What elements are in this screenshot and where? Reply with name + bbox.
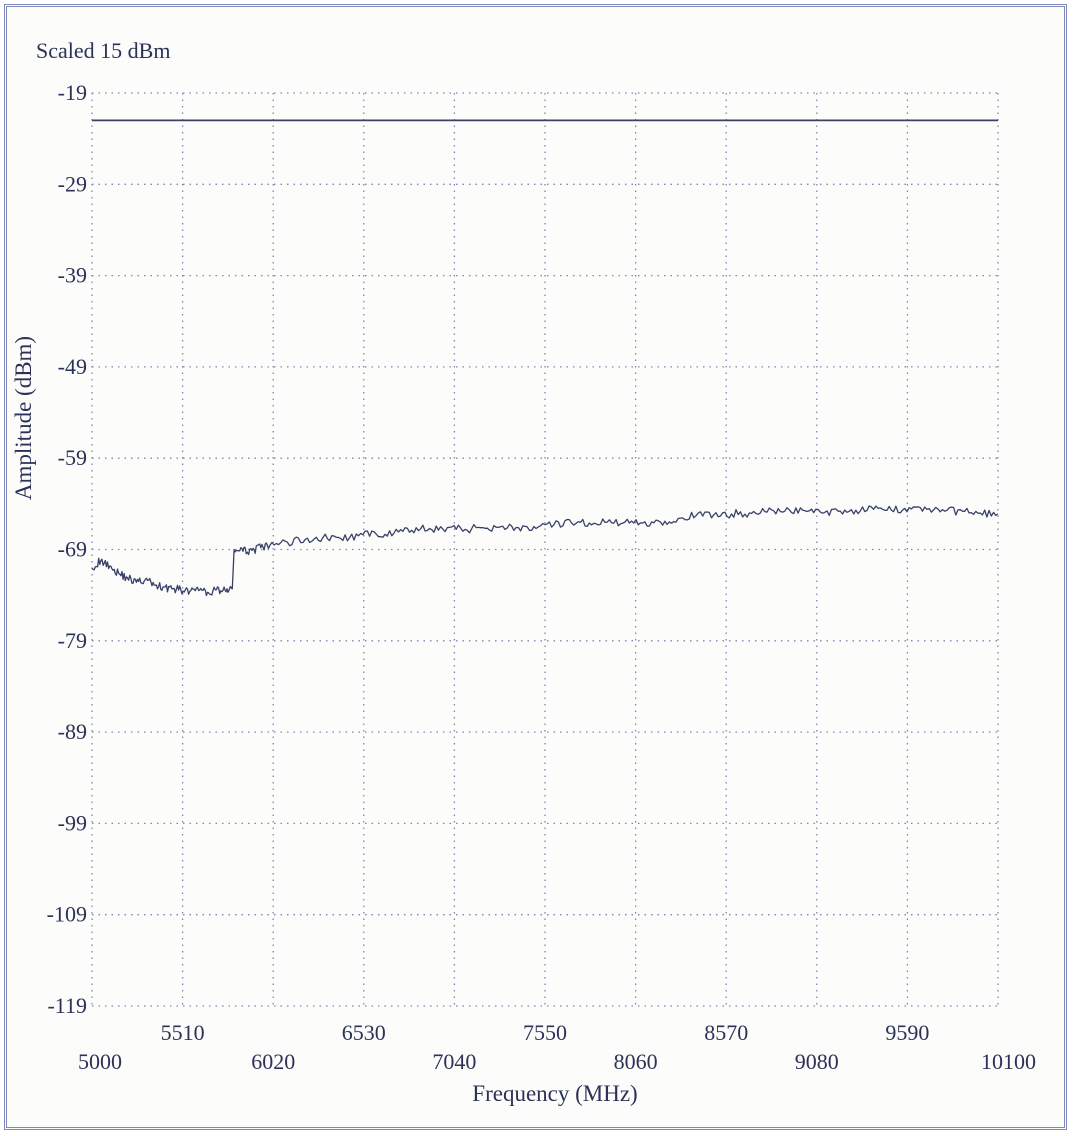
x-tick-label: 7550	[523, 1020, 567, 1045]
y-tick-label: -29	[58, 171, 87, 196]
x-tick-label: 8570	[704, 1020, 748, 1045]
spectrum-trace	[91, 505, 999, 597]
x-tick-label: 5000	[78, 1049, 122, 1074]
y-tick-label: -39	[58, 263, 87, 288]
x-tick-label: 10100	[981, 1049, 1036, 1074]
y-tick-label: -99	[58, 810, 87, 835]
series-lines	[91, 119, 999, 597]
x-tick-label: 8060	[614, 1049, 658, 1074]
chart-frame	[4, 4, 1067, 1130]
y-tick-label: -89	[58, 719, 87, 744]
x-axis-title: Frequency (MHz)	[472, 1081, 637, 1106]
y-tick-label: -79	[58, 628, 87, 653]
y-tick-label: -69	[58, 537, 87, 562]
x-tick-label: 6530	[342, 1020, 386, 1045]
x-tick-label: 9590	[885, 1020, 929, 1045]
x-tick-label: 6020	[251, 1049, 295, 1074]
y-axis-title: Amplitude (dBm)	[11, 336, 36, 500]
x-tick-label: 5510	[161, 1020, 205, 1045]
chart-title: Scaled 15 dBm	[36, 38, 170, 63]
y-tick-label: -59	[58, 445, 87, 470]
y-tick-label: -49	[58, 354, 87, 379]
y-tick-label: -109	[47, 902, 87, 927]
y-tick-label: -119	[47, 993, 87, 1018]
y-tick-label: -19	[58, 80, 87, 105]
x-tick-label: 9080	[795, 1049, 839, 1074]
x-tick-label: 7040	[432, 1049, 476, 1074]
tick-labels: -19 -29 -39 -49 -59 -69 -79 -89 -99 -109 -119 5000 6…	[47, 80, 1036, 1074]
grid-lines	[91, 92, 999, 1007]
